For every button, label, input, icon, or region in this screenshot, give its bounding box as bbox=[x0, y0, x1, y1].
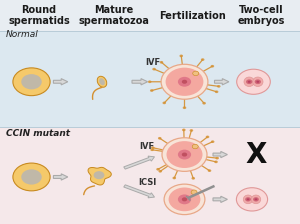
Ellipse shape bbox=[244, 77, 254, 86]
Circle shape bbox=[160, 61, 163, 64]
Circle shape bbox=[179, 55, 183, 57]
FancyBboxPatch shape bbox=[0, 127, 300, 224]
Circle shape bbox=[247, 198, 249, 200]
Circle shape bbox=[245, 197, 251, 202]
Circle shape bbox=[182, 197, 187, 201]
Circle shape bbox=[178, 77, 191, 87]
Circle shape bbox=[206, 136, 209, 138]
Circle shape bbox=[246, 79, 252, 84]
Circle shape bbox=[208, 169, 211, 172]
Circle shape bbox=[182, 153, 187, 157]
Circle shape bbox=[182, 129, 186, 131]
Circle shape bbox=[169, 187, 200, 211]
Circle shape bbox=[211, 140, 214, 143]
Ellipse shape bbox=[97, 76, 107, 87]
Ellipse shape bbox=[253, 77, 263, 86]
Circle shape bbox=[214, 161, 218, 163]
FancyArrow shape bbox=[213, 196, 227, 202]
Text: Mature
spermatozoa: Mature spermatozoa bbox=[79, 5, 149, 26]
Text: Two-cell
embryos: Two-cell embryos bbox=[237, 5, 285, 26]
Circle shape bbox=[253, 197, 259, 202]
FancyArrow shape bbox=[124, 185, 154, 198]
Circle shape bbox=[150, 149, 154, 151]
Circle shape bbox=[150, 89, 154, 92]
Text: X: X bbox=[246, 141, 267, 168]
FancyArrow shape bbox=[53, 174, 68, 180]
Circle shape bbox=[256, 81, 259, 83]
Circle shape bbox=[166, 68, 203, 96]
Circle shape bbox=[158, 170, 162, 173]
Text: CCIN mutant: CCIN mutant bbox=[6, 129, 70, 138]
Circle shape bbox=[172, 177, 176, 179]
Circle shape bbox=[183, 106, 186, 109]
Circle shape bbox=[255, 198, 257, 200]
FancyArrow shape bbox=[124, 156, 154, 169]
Circle shape bbox=[255, 79, 261, 84]
FancyBboxPatch shape bbox=[0, 31, 300, 127]
Circle shape bbox=[215, 90, 218, 93]
Circle shape bbox=[248, 81, 250, 83]
Text: Fertilization: Fertilization bbox=[159, 11, 225, 21]
Circle shape bbox=[191, 190, 197, 194]
Circle shape bbox=[211, 65, 214, 68]
Text: IVF: IVF bbox=[140, 142, 154, 151]
Circle shape bbox=[94, 171, 104, 179]
Polygon shape bbox=[88, 167, 111, 185]
FancyArrow shape bbox=[132, 79, 148, 85]
Circle shape bbox=[192, 144, 198, 149]
Ellipse shape bbox=[251, 195, 261, 204]
Circle shape bbox=[161, 64, 208, 99]
FancyArrow shape bbox=[214, 79, 229, 85]
Text: Normal: Normal bbox=[6, 30, 39, 39]
FancyArrow shape bbox=[53, 79, 68, 85]
Text: Round
spermatids: Round spermatids bbox=[8, 5, 70, 26]
Circle shape bbox=[202, 102, 206, 105]
Circle shape bbox=[178, 150, 191, 159]
Circle shape bbox=[21, 74, 42, 89]
Circle shape bbox=[21, 169, 42, 185]
Circle shape bbox=[191, 177, 195, 180]
Circle shape bbox=[167, 141, 203, 168]
Text: IVF: IVF bbox=[146, 58, 160, 67]
Circle shape bbox=[156, 168, 160, 171]
Circle shape bbox=[237, 69, 270, 94]
Circle shape bbox=[190, 129, 193, 132]
FancyBboxPatch shape bbox=[0, 0, 300, 31]
Circle shape bbox=[217, 85, 220, 88]
Circle shape bbox=[182, 80, 187, 84]
Circle shape bbox=[152, 68, 156, 71]
Circle shape bbox=[13, 163, 50, 191]
Circle shape bbox=[178, 194, 191, 204]
Circle shape bbox=[13, 68, 50, 96]
Text: ICSI: ICSI bbox=[138, 178, 156, 187]
Circle shape bbox=[163, 101, 166, 104]
Circle shape bbox=[193, 71, 199, 76]
Circle shape bbox=[215, 157, 219, 159]
Circle shape bbox=[162, 138, 207, 171]
Circle shape bbox=[201, 58, 205, 61]
Circle shape bbox=[151, 146, 154, 149]
Ellipse shape bbox=[99, 78, 105, 85]
Circle shape bbox=[148, 80, 152, 83]
Circle shape bbox=[236, 188, 268, 211]
Ellipse shape bbox=[243, 195, 253, 204]
Circle shape bbox=[158, 137, 161, 140]
Circle shape bbox=[164, 184, 205, 215]
FancyArrow shape bbox=[213, 151, 227, 158]
